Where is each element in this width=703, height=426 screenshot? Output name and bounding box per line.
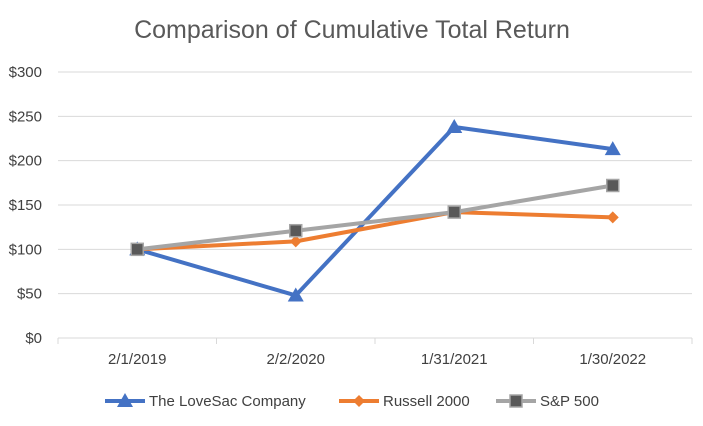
y-tick-label: $250 (9, 108, 42, 125)
y-tick-label: $50 (17, 286, 42, 303)
x-tick-label: 2/2/2020 (267, 351, 325, 368)
data-point (289, 223, 303, 238)
gridlines (58, 71, 692, 339)
legend-item: S&P 500 (496, 393, 599, 410)
legend-marker (117, 393, 133, 407)
data-point (447, 205, 461, 219)
y-tick-label: $100 (9, 241, 42, 258)
data-point (287, 287, 304, 302)
series-group (129, 118, 621, 302)
series-2 (130, 178, 620, 257)
legend-marker (509, 394, 523, 408)
y-tick-label: $150 (9, 197, 42, 214)
data-point (130, 242, 144, 257)
y-tick-label: $200 (9, 153, 42, 170)
legend-item: Russell 2000 (339, 393, 470, 410)
data-point (446, 118, 463, 133)
x-axis: 2/1/2019 2/2/2020 1/31/2021 1/30/2022 (57, 338, 693, 368)
legend-marker (353, 395, 365, 407)
x-tick-label: 2/1/2019 (108, 351, 166, 368)
chart-title: Comparison of Cumulative Total Return (134, 16, 570, 44)
legend: The LoveSac Company Russell 2000 S&P 500 (105, 393, 599, 410)
legend-item: The LoveSac Company (105, 393, 306, 410)
series-0 (129, 118, 621, 302)
legend-label: S&P 500 (540, 393, 599, 410)
legend-label: The LoveSac Company (149, 393, 306, 410)
y-tick-label: $300 (9, 64, 42, 81)
data-point (604, 141, 621, 156)
y-tick-label: $0 (25, 330, 42, 347)
x-tick-label: 1/31/2021 (421, 351, 488, 368)
x-tick-label: 1/30/2022 (579, 351, 646, 368)
data-point (606, 178, 620, 193)
series-line (135, 210, 615, 252)
legend-label: Russell 2000 (383, 393, 470, 410)
data-point (289, 235, 302, 248)
y-axis: $0 $50 $100 $150 $200 $250 $300 (9, 64, 42, 347)
data-point (606, 211, 619, 224)
series-line (135, 124, 615, 298)
series-line (135, 183, 615, 252)
